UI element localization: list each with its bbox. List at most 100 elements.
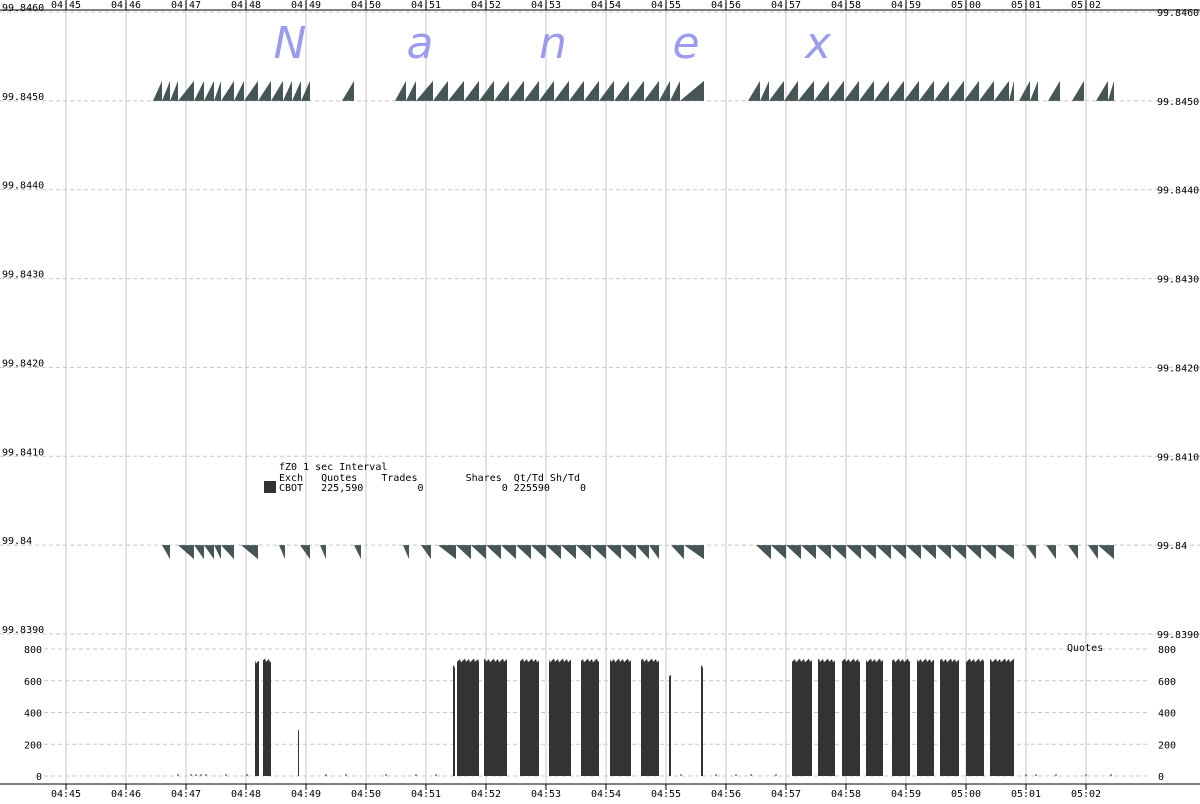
x-tick-label-top: 04:58 — [831, 0, 861, 11]
grid-layer — [0, 10, 1200, 784]
quotes-bar-block — [669, 674, 671, 776]
bid-mark — [816, 545, 831, 560]
price-tick-label-right: 99.8410 — [1157, 452, 1199, 463]
x-tick-label-bottom: 04:52 — [471, 789, 501, 800]
bid-mark — [354, 545, 361, 560]
x-tick-label-bottom: 04:49 — [291, 789, 321, 800]
volume-tick-label-right: 600 — [1158, 677, 1176, 688]
x-tick-label-top: 04:49 — [291, 0, 321, 11]
bid-mark — [636, 545, 649, 560]
ask-mark — [889, 80, 904, 101]
price-tick-label-left: 99.8460 — [2, 3, 44, 14]
bid-mark — [162, 545, 170, 560]
bid-mark — [516, 545, 531, 560]
quotes-bar-block — [549, 658, 571, 776]
volume-tick-label-left: 0 — [36, 772, 42, 783]
ask-mark — [760, 80, 769, 101]
ask-mark — [1009, 80, 1014, 101]
stats-row: CBOT 225,590 0 0 225590 0 — [279, 483, 586, 494]
bid-mark — [591, 545, 606, 560]
x-tick-label-bottom: 04:57 — [771, 789, 801, 800]
bid-mark — [1046, 545, 1056, 560]
quotes-bar-block — [866, 658, 883, 776]
bid-mark — [403, 545, 409, 560]
x-tick-label-bottom: 05:02 — [1071, 789, 1101, 800]
volume-tick-label-right: 800 — [1158, 645, 1176, 656]
ask-mark — [416, 80, 433, 101]
price-tick-label-right: 99.8450 — [1157, 97, 1199, 108]
ask-mark — [670, 80, 680, 101]
price-tick-label-left: 99.8420 — [2, 358, 44, 369]
ask-mark — [748, 80, 760, 101]
logo-letter: N — [274, 18, 307, 69]
x-tick-label-bottom: 04:55 — [651, 789, 681, 800]
ask-mark — [1072, 80, 1084, 101]
bid-mark — [531, 545, 546, 560]
x-tick-label-top: 04:56 — [711, 0, 741, 11]
quotes-bar-block — [892, 658, 910, 776]
price-tick-label-right: 99.8460 — [1157, 8, 1199, 19]
quotes-volume-series — [177, 658, 1112, 776]
ask-mark — [271, 80, 283, 101]
ask-mark — [874, 80, 889, 101]
x-tick-label-top: 04:47 — [171, 0, 201, 11]
bid-mark — [561, 545, 576, 560]
x-tick-label-bottom: 05:00 — [951, 789, 981, 800]
x-tick-label-top: 04:50 — [351, 0, 381, 11]
volume-tick-label-right: 400 — [1158, 709, 1176, 720]
price-tick-label-right: 99.8390 — [1157, 630, 1199, 641]
x-tick-label-top: 04:59 — [891, 0, 921, 11]
price-tick-label-left: 99.8410 — [2, 447, 44, 458]
bid-mark — [546, 545, 561, 560]
ask-mark — [769, 80, 784, 101]
ask-mark — [784, 80, 798, 101]
bid-mark — [1068, 545, 1078, 560]
ask-mark — [494, 80, 509, 101]
ask-mark — [949, 80, 964, 101]
volume-tick-label-right: 0 — [1158, 772, 1164, 783]
bid-mark — [456, 545, 471, 560]
quotes-bar-block — [298, 729, 299, 776]
bid-mark — [786, 545, 801, 560]
bid-mark — [649, 545, 659, 560]
bid-mark — [981, 545, 996, 560]
bid-mark — [204, 545, 214, 560]
price-tick-label-right: 99.84 — [1157, 541, 1187, 552]
ask-mark — [301, 80, 310, 101]
bid-mark — [756, 545, 771, 560]
x-tick-label-top: 04:46 — [111, 0, 141, 11]
bid-mark — [421, 545, 431, 560]
ask-mark — [644, 80, 659, 101]
ask-mark — [162, 80, 170, 101]
x-tick-label-top: 04:48 — [231, 0, 261, 11]
logo-letter: a — [407, 18, 434, 69]
bid-mark — [279, 545, 285, 560]
quotes-bar-block — [940, 658, 959, 776]
quotes-bar-block — [520, 658, 539, 776]
price-tick-label-left: 99.8390 — [2, 625, 44, 636]
x-tick-label-top: 04:45 — [51, 0, 81, 11]
bid-mark — [684, 545, 704, 560]
bid-mark — [300, 545, 310, 560]
ask-mark — [859, 80, 874, 101]
ask-mark — [1030, 80, 1038, 101]
cbot-color-swatch — [264, 481, 276, 493]
ask-mark — [283, 80, 292, 101]
ask-series — [153, 80, 1114, 101]
x-tick-label-bottom: 04:47 — [171, 789, 201, 800]
quotes-bar-block — [966, 658, 984, 776]
price-tick-label-right: 99.8440 — [1157, 186, 1199, 197]
x-tick-label-bottom: 04:45 — [51, 789, 81, 800]
x-tick-label-top: 05:02 — [1071, 0, 1101, 11]
ask-mark — [1096, 80, 1108, 101]
x-tick-label-bottom: 04:48 — [231, 789, 261, 800]
x-tick-label-top: 05:01 — [1011, 0, 1041, 11]
quotes-bar-block — [792, 658, 812, 776]
bid-mark — [671, 545, 684, 560]
ask-mark — [629, 80, 644, 101]
bid-mark — [831, 545, 846, 560]
quotes-bar-block — [701, 665, 703, 776]
x-tick-label-bottom: 04:51 — [411, 789, 441, 800]
